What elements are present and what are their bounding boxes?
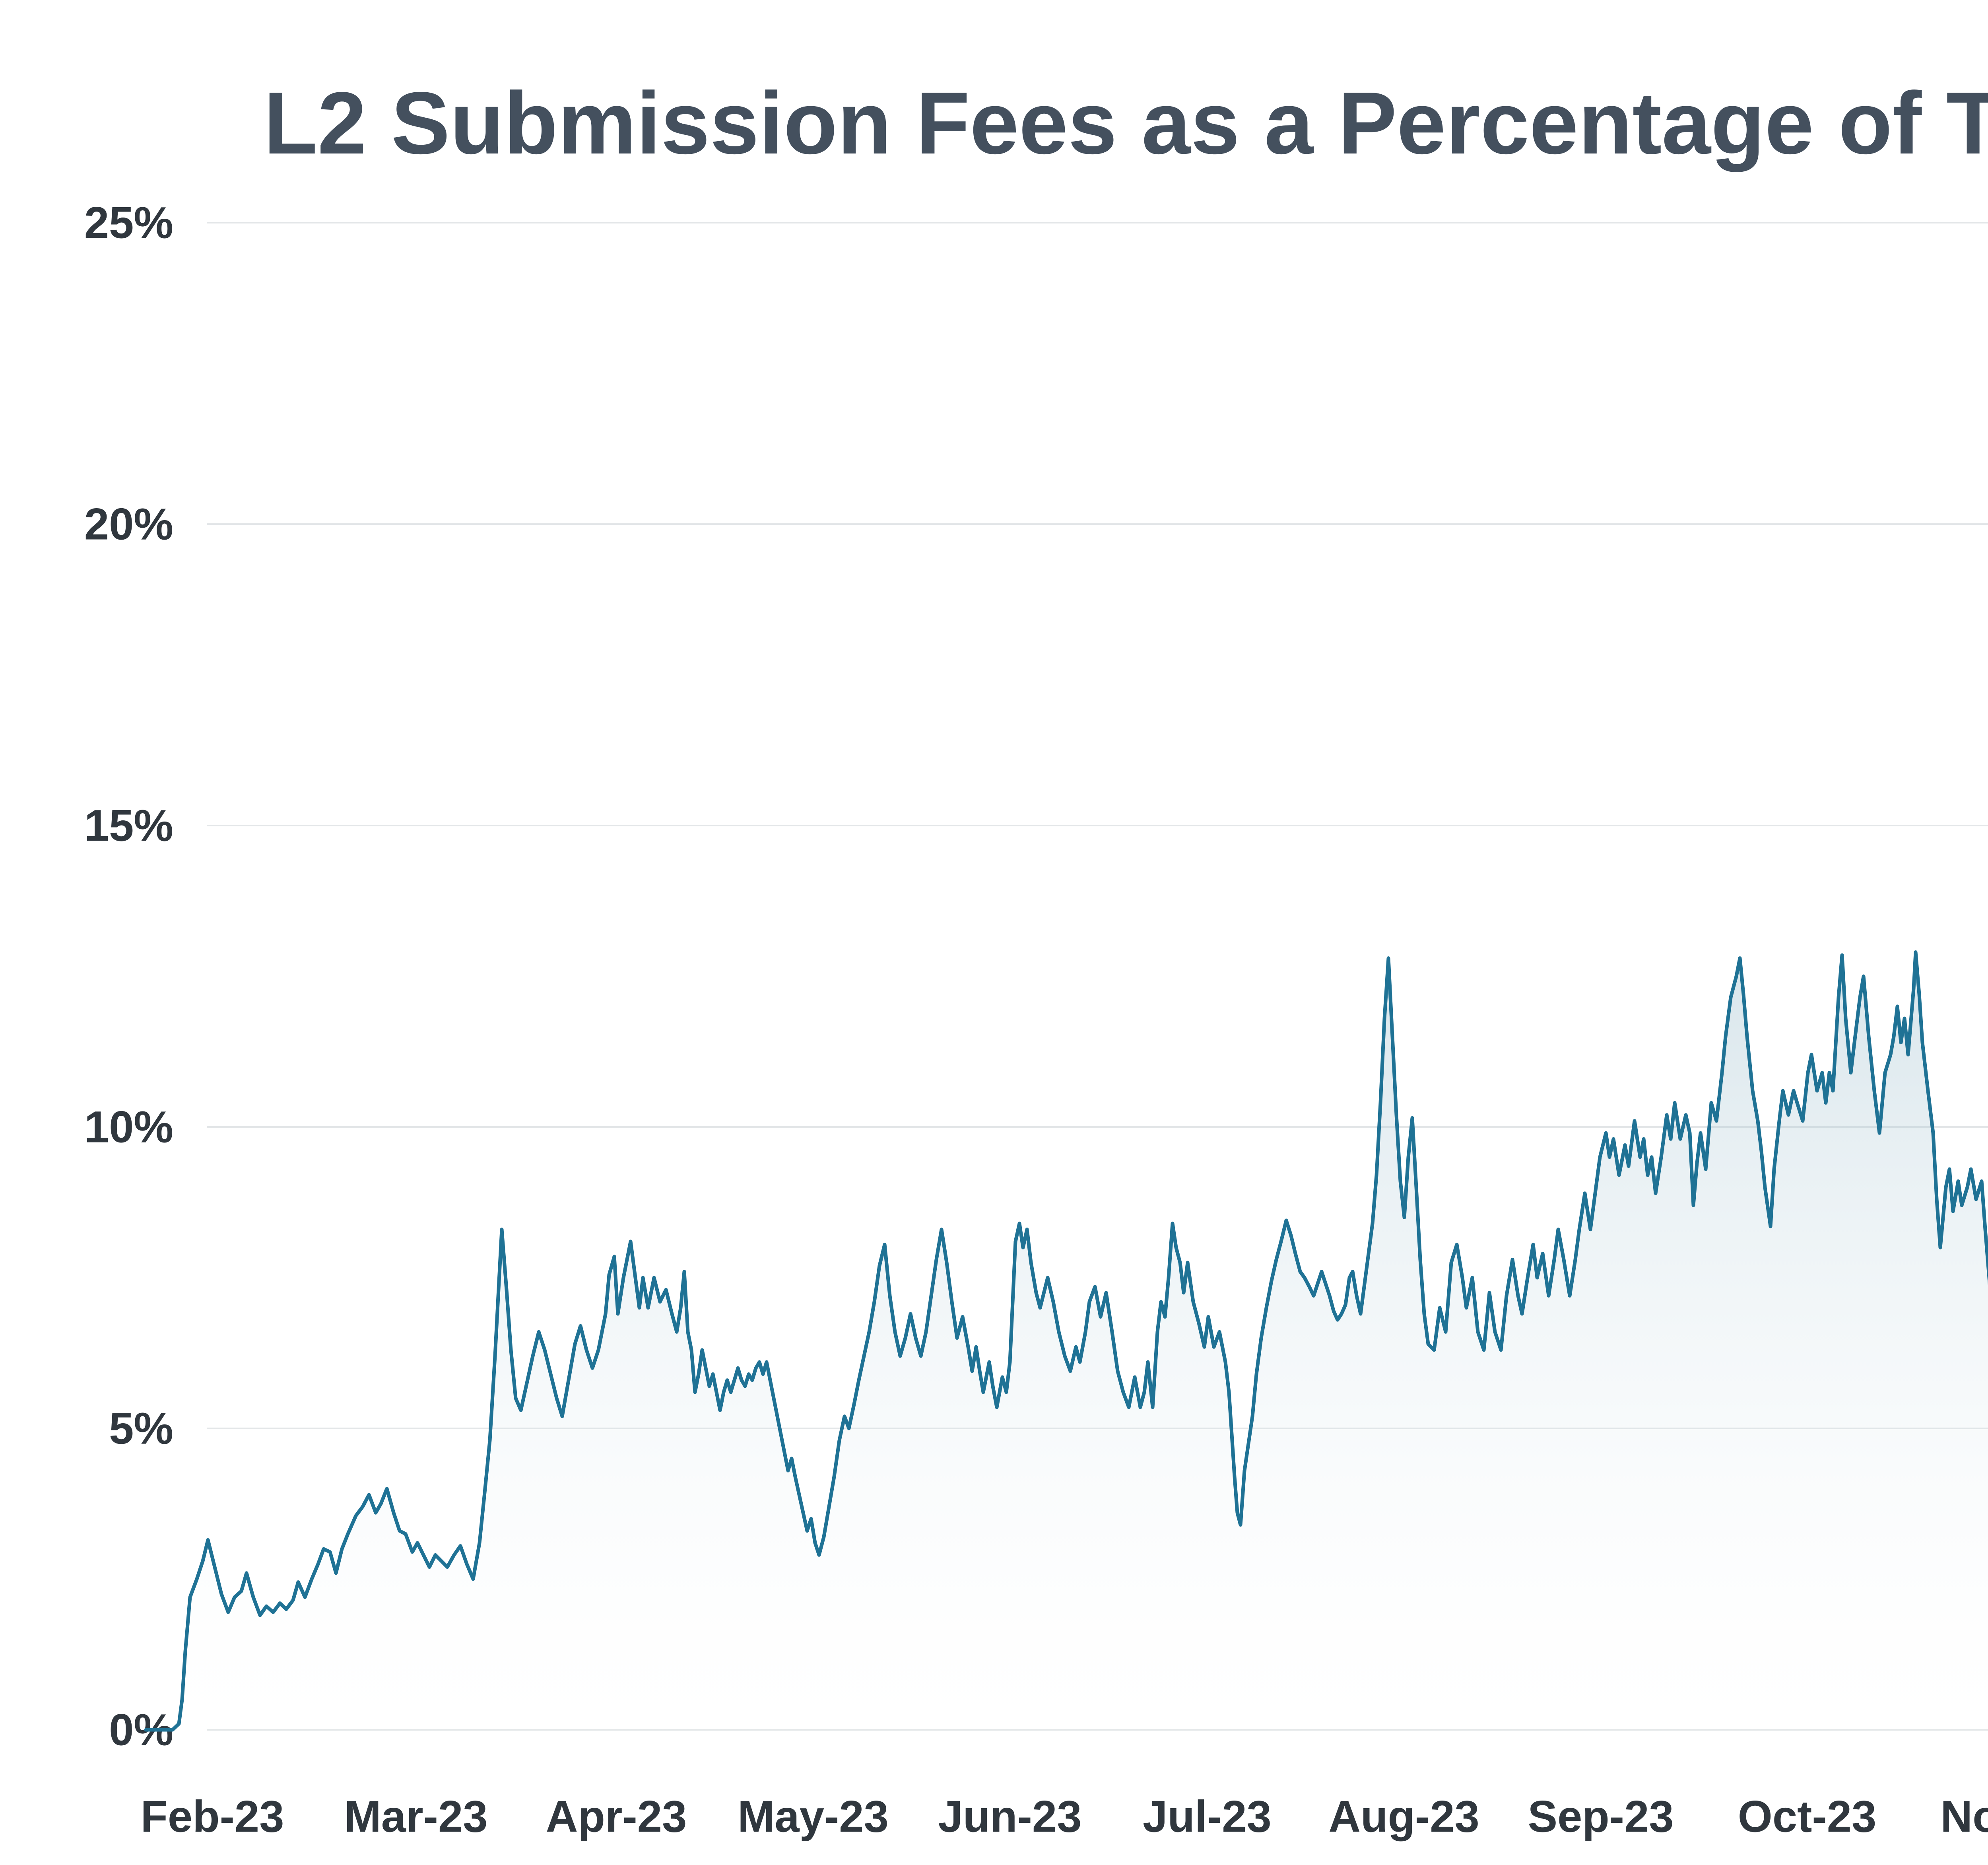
- x-tick-label: Nov-23: [1940, 1792, 1988, 1842]
- x-tick-label: Oct-23: [1738, 1792, 1877, 1842]
- x-tick-label: Sep-23: [1528, 1792, 1673, 1842]
- y-tick-label: 20%: [84, 499, 173, 549]
- y-tick-label: 15%: [84, 801, 173, 851]
- x-tick-label: Jun-23: [938, 1792, 1082, 1842]
- y-tick-label: 25%: [84, 198, 173, 248]
- line-series: [144, 950, 1988, 1732]
- y-tick-label: 10%: [84, 1102, 173, 1152]
- x-axis-labels: Feb-23 Mar-23 Apr-23 May-23 Jun-23 Jul-23 Aug-…: [141, 1792, 1988, 1842]
- area-fill: [146, 952, 1988, 1730]
- x-tick-label: Apr-23: [546, 1792, 687, 1842]
- x-tick-label: Aug-23: [1328, 1792, 1479, 1842]
- x-tick-label: May-23: [738, 1792, 889, 1842]
- y-axis-labels: 0%5%10%15%20%25%: [84, 198, 173, 1755]
- y-tick-label: 5%: [109, 1404, 173, 1453]
- x-tick-label: Feb-23: [141, 1792, 284, 1842]
- x-tick-label: Jul-23: [1143, 1792, 1272, 1842]
- x-tick-label: Mar-23: [344, 1792, 487, 1842]
- page-title: L2 Submission Fees as a Percentage of To…: [264, 74, 1988, 173]
